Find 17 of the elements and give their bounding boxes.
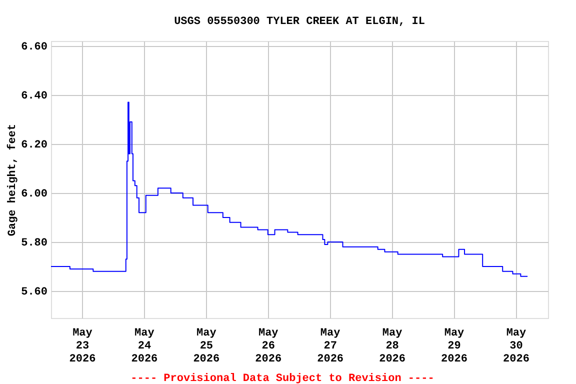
x-tick-label: May 28 2026 (379, 328, 406, 366)
y-axis-title: Gage height, feet (6, 124, 20, 236)
x-tick-label: May 26 2026 (255, 328, 282, 366)
x-tick-label: May 29 2026 (441, 328, 468, 366)
x-tick-label: May 24 2026 (131, 328, 158, 366)
y-tick-label: 5.60 (21, 286, 48, 299)
y-tick-label: 6.20 (21, 139, 48, 152)
y-tick-label: 6.60 (21, 41, 48, 54)
x-tick-label: May 27 2026 (317, 328, 344, 366)
text: ---- Provisional Data Subject to Revision ---- (130, 373, 434, 384)
x-tick-label: May 30 2026 (503, 328, 530, 366)
x-tick-label: May 25 2026 (193, 328, 220, 366)
chart-title: USGS 05550300 TYLER CREEK AT ELGIN, IL (174, 16, 426, 28)
x-tick-label: May 23 2026 (69, 328, 96, 366)
y-tick-label: 6.40 (21, 90, 48, 102)
y-tick-label: 6.00 (21, 188, 48, 200)
y-tick-label: 5.80 (21, 238, 48, 250)
